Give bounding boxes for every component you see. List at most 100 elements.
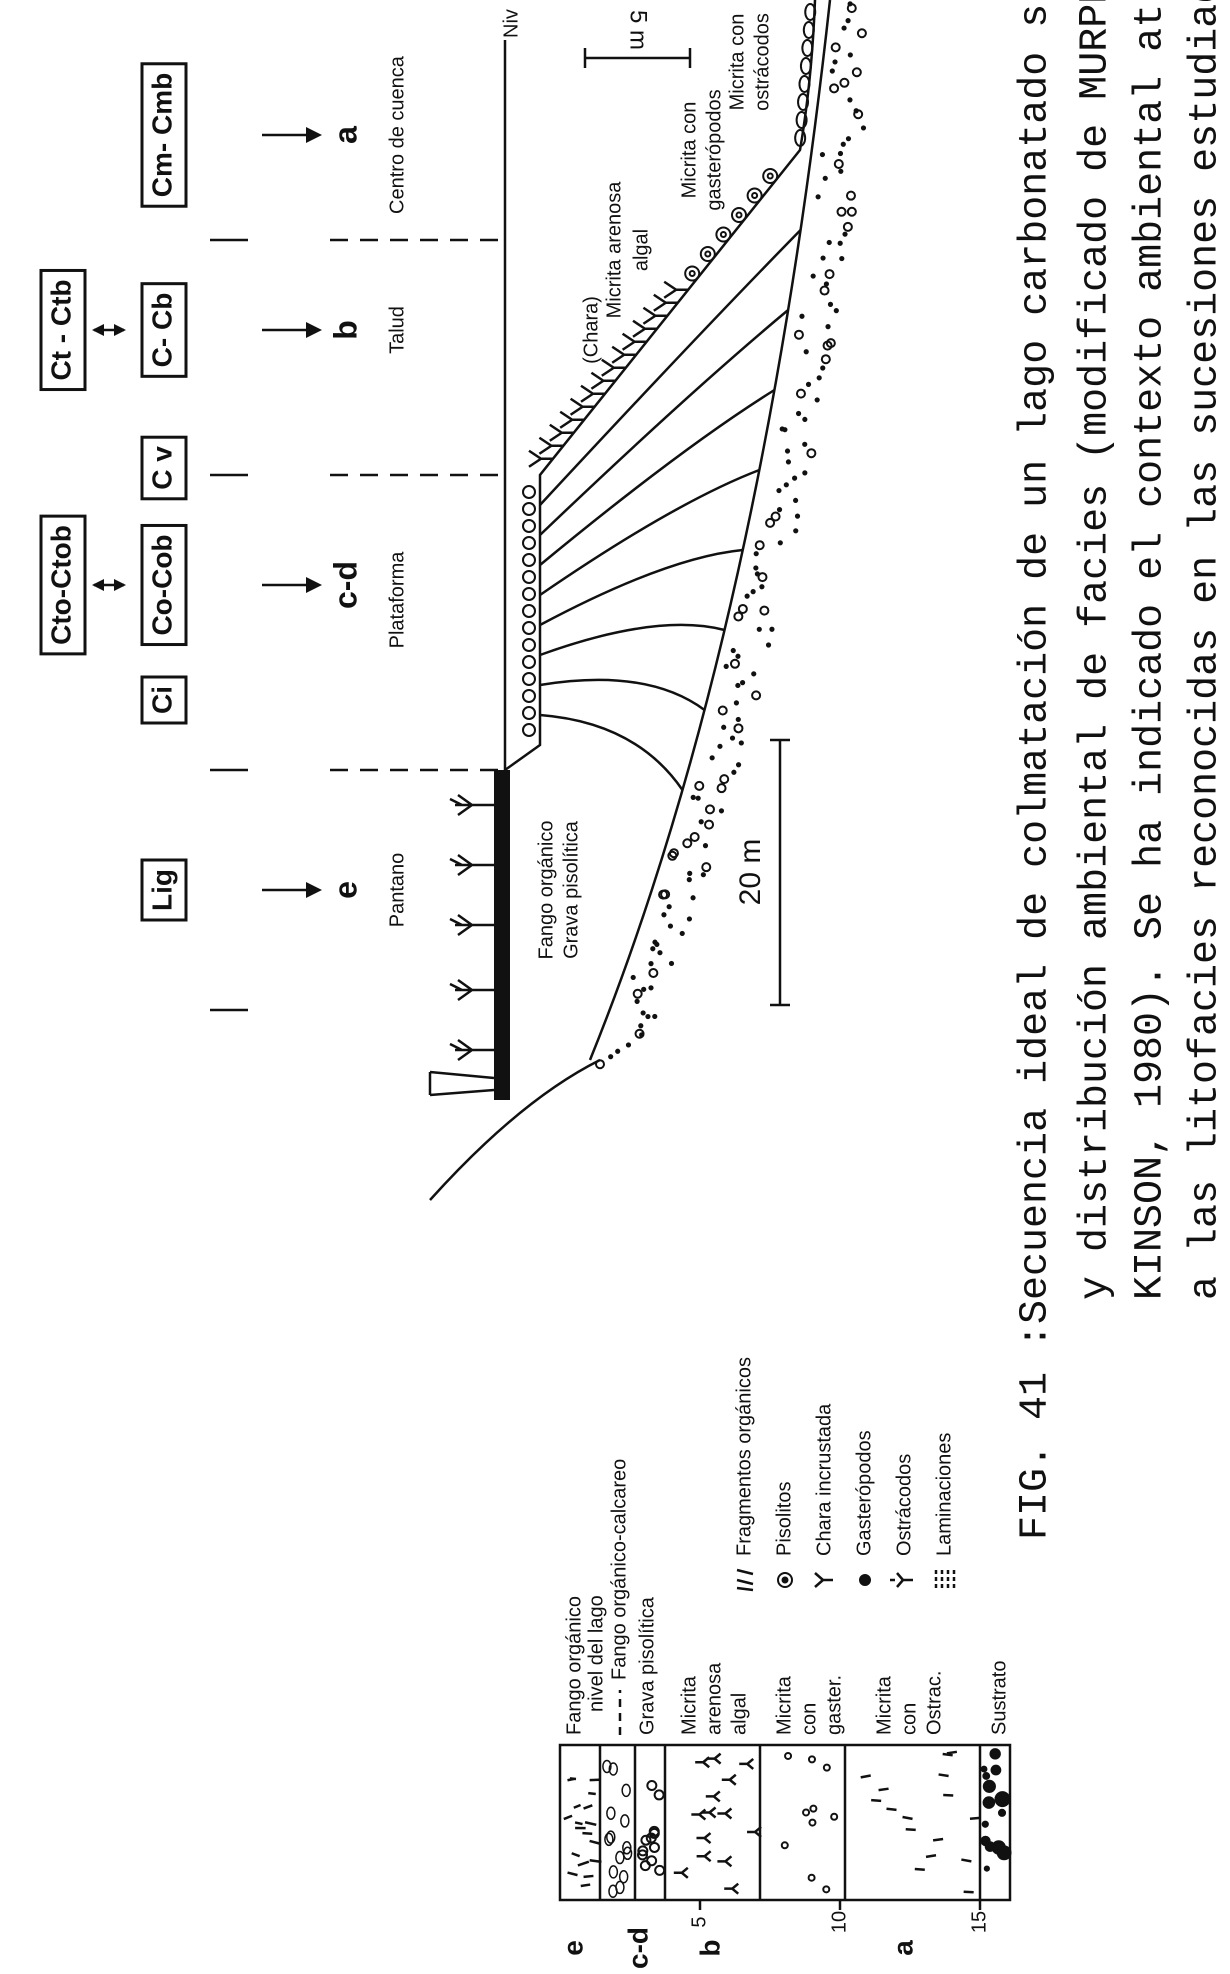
pebble-dot xyxy=(842,231,848,237)
pebble-dot xyxy=(648,961,654,967)
pebble-dot xyxy=(784,448,791,454)
organic-fragment xyxy=(574,1821,583,1826)
swamp-mud xyxy=(494,770,510,1100)
pebble-dot xyxy=(776,507,783,513)
pebble xyxy=(759,605,770,616)
pisolite xyxy=(522,485,536,499)
label: ostrácodos xyxy=(751,13,773,111)
gastropod-whorl xyxy=(704,250,712,258)
pebble-dot xyxy=(615,1048,621,1054)
lamina-mark xyxy=(878,1787,889,1792)
lamination xyxy=(539,468,760,597)
pebble-dot xyxy=(638,1023,644,1029)
substrate-clast xyxy=(982,1779,996,1793)
arrow-head xyxy=(306,127,322,143)
oval xyxy=(608,1762,619,1776)
pisolite xyxy=(522,621,536,635)
pebble-dot xyxy=(837,150,844,157)
log-column xyxy=(558,1743,1012,1902)
pisolite xyxy=(654,1864,666,1876)
code-box xyxy=(39,514,87,656)
plant xyxy=(449,913,494,937)
pebble xyxy=(733,611,744,622)
pebble-dot xyxy=(733,700,740,706)
pebble xyxy=(845,190,856,201)
label: Fango orgánico xyxy=(535,821,557,960)
gastropod-whorl xyxy=(751,192,759,199)
log-letter: e xyxy=(557,1940,588,1956)
facies-code: Lig xyxy=(146,869,177,911)
pebble-dot xyxy=(625,1042,632,1048)
lamina-mark xyxy=(886,1807,897,1812)
lake-level-label: Niv xyxy=(500,9,522,38)
organic-fragment xyxy=(583,1874,594,1879)
pebble-dot xyxy=(769,626,775,632)
facies-code: Cto-Ctob xyxy=(45,525,76,645)
arrow-head xyxy=(114,579,126,591)
pebble-dot xyxy=(687,870,693,876)
pebble xyxy=(716,783,727,794)
legend-label: Ostrácodos xyxy=(893,1454,915,1556)
label: Grava pisolítica xyxy=(560,820,582,959)
lamina-mark xyxy=(961,1858,972,1863)
chara-mark xyxy=(721,1773,737,1786)
oval xyxy=(608,1884,618,1899)
gastropod-mark xyxy=(780,1841,789,1850)
pebble xyxy=(842,221,853,232)
pisolite xyxy=(637,1845,649,1857)
pebble xyxy=(833,159,844,170)
pebble-dot xyxy=(695,795,701,801)
pebble-dot xyxy=(840,141,846,147)
pebble-dot xyxy=(630,974,636,981)
pebble-dot xyxy=(827,301,834,307)
organic-fragment xyxy=(577,1860,590,1867)
pebble-dot xyxy=(803,349,809,355)
legend-label: Chara incrustada xyxy=(813,1403,835,1556)
arrow-head xyxy=(92,324,104,336)
substrate-clast xyxy=(982,1796,996,1809)
chara-mark xyxy=(747,1825,762,1838)
pebble xyxy=(770,511,781,522)
log-unit-label: Micrita xyxy=(873,1675,895,1735)
pebble xyxy=(648,968,659,979)
environment-label: Plataforma xyxy=(386,551,408,649)
pebble-dot xyxy=(759,584,765,590)
pebble-dot xyxy=(667,923,674,929)
lamina-mark xyxy=(871,1798,882,1803)
lamina-mark xyxy=(938,1773,949,1778)
pisolite xyxy=(522,672,536,686)
pebble-dot xyxy=(717,743,723,749)
pebble-dot xyxy=(735,762,742,768)
pebble-dot xyxy=(686,877,692,883)
pebble xyxy=(737,603,748,614)
sequence-letter: c-d xyxy=(327,561,363,609)
arrow-head xyxy=(306,882,322,898)
code-box xyxy=(140,282,188,378)
pebble-dot xyxy=(777,540,783,546)
pebble xyxy=(704,804,715,815)
pebble xyxy=(754,540,765,551)
organic-fragment xyxy=(583,1804,593,1810)
substrate-clast xyxy=(981,1820,989,1828)
log-unit-label: con xyxy=(898,1703,920,1735)
lamination xyxy=(539,388,776,566)
pisolite xyxy=(522,706,536,720)
ostracod xyxy=(794,129,807,147)
legend-symbol xyxy=(934,1570,956,1590)
pebble-dot xyxy=(750,589,756,595)
oval xyxy=(608,1865,619,1879)
pebble-dot xyxy=(698,819,704,825)
pebble-dot xyxy=(645,1013,651,1020)
gastropod xyxy=(731,207,747,223)
pebble-dot xyxy=(730,647,736,654)
pebble-dot xyxy=(814,397,820,403)
gastropod-mark xyxy=(802,1808,811,1817)
log-unit-label: Ostrac. xyxy=(923,1671,945,1735)
pebble-dot xyxy=(718,808,725,814)
pisolite xyxy=(522,655,536,669)
log-unit-label: Fango orgánico-calcareo xyxy=(608,1459,630,1680)
pebble xyxy=(795,388,806,399)
pebble-dot xyxy=(753,551,759,557)
organic-fragment xyxy=(589,1859,602,1864)
